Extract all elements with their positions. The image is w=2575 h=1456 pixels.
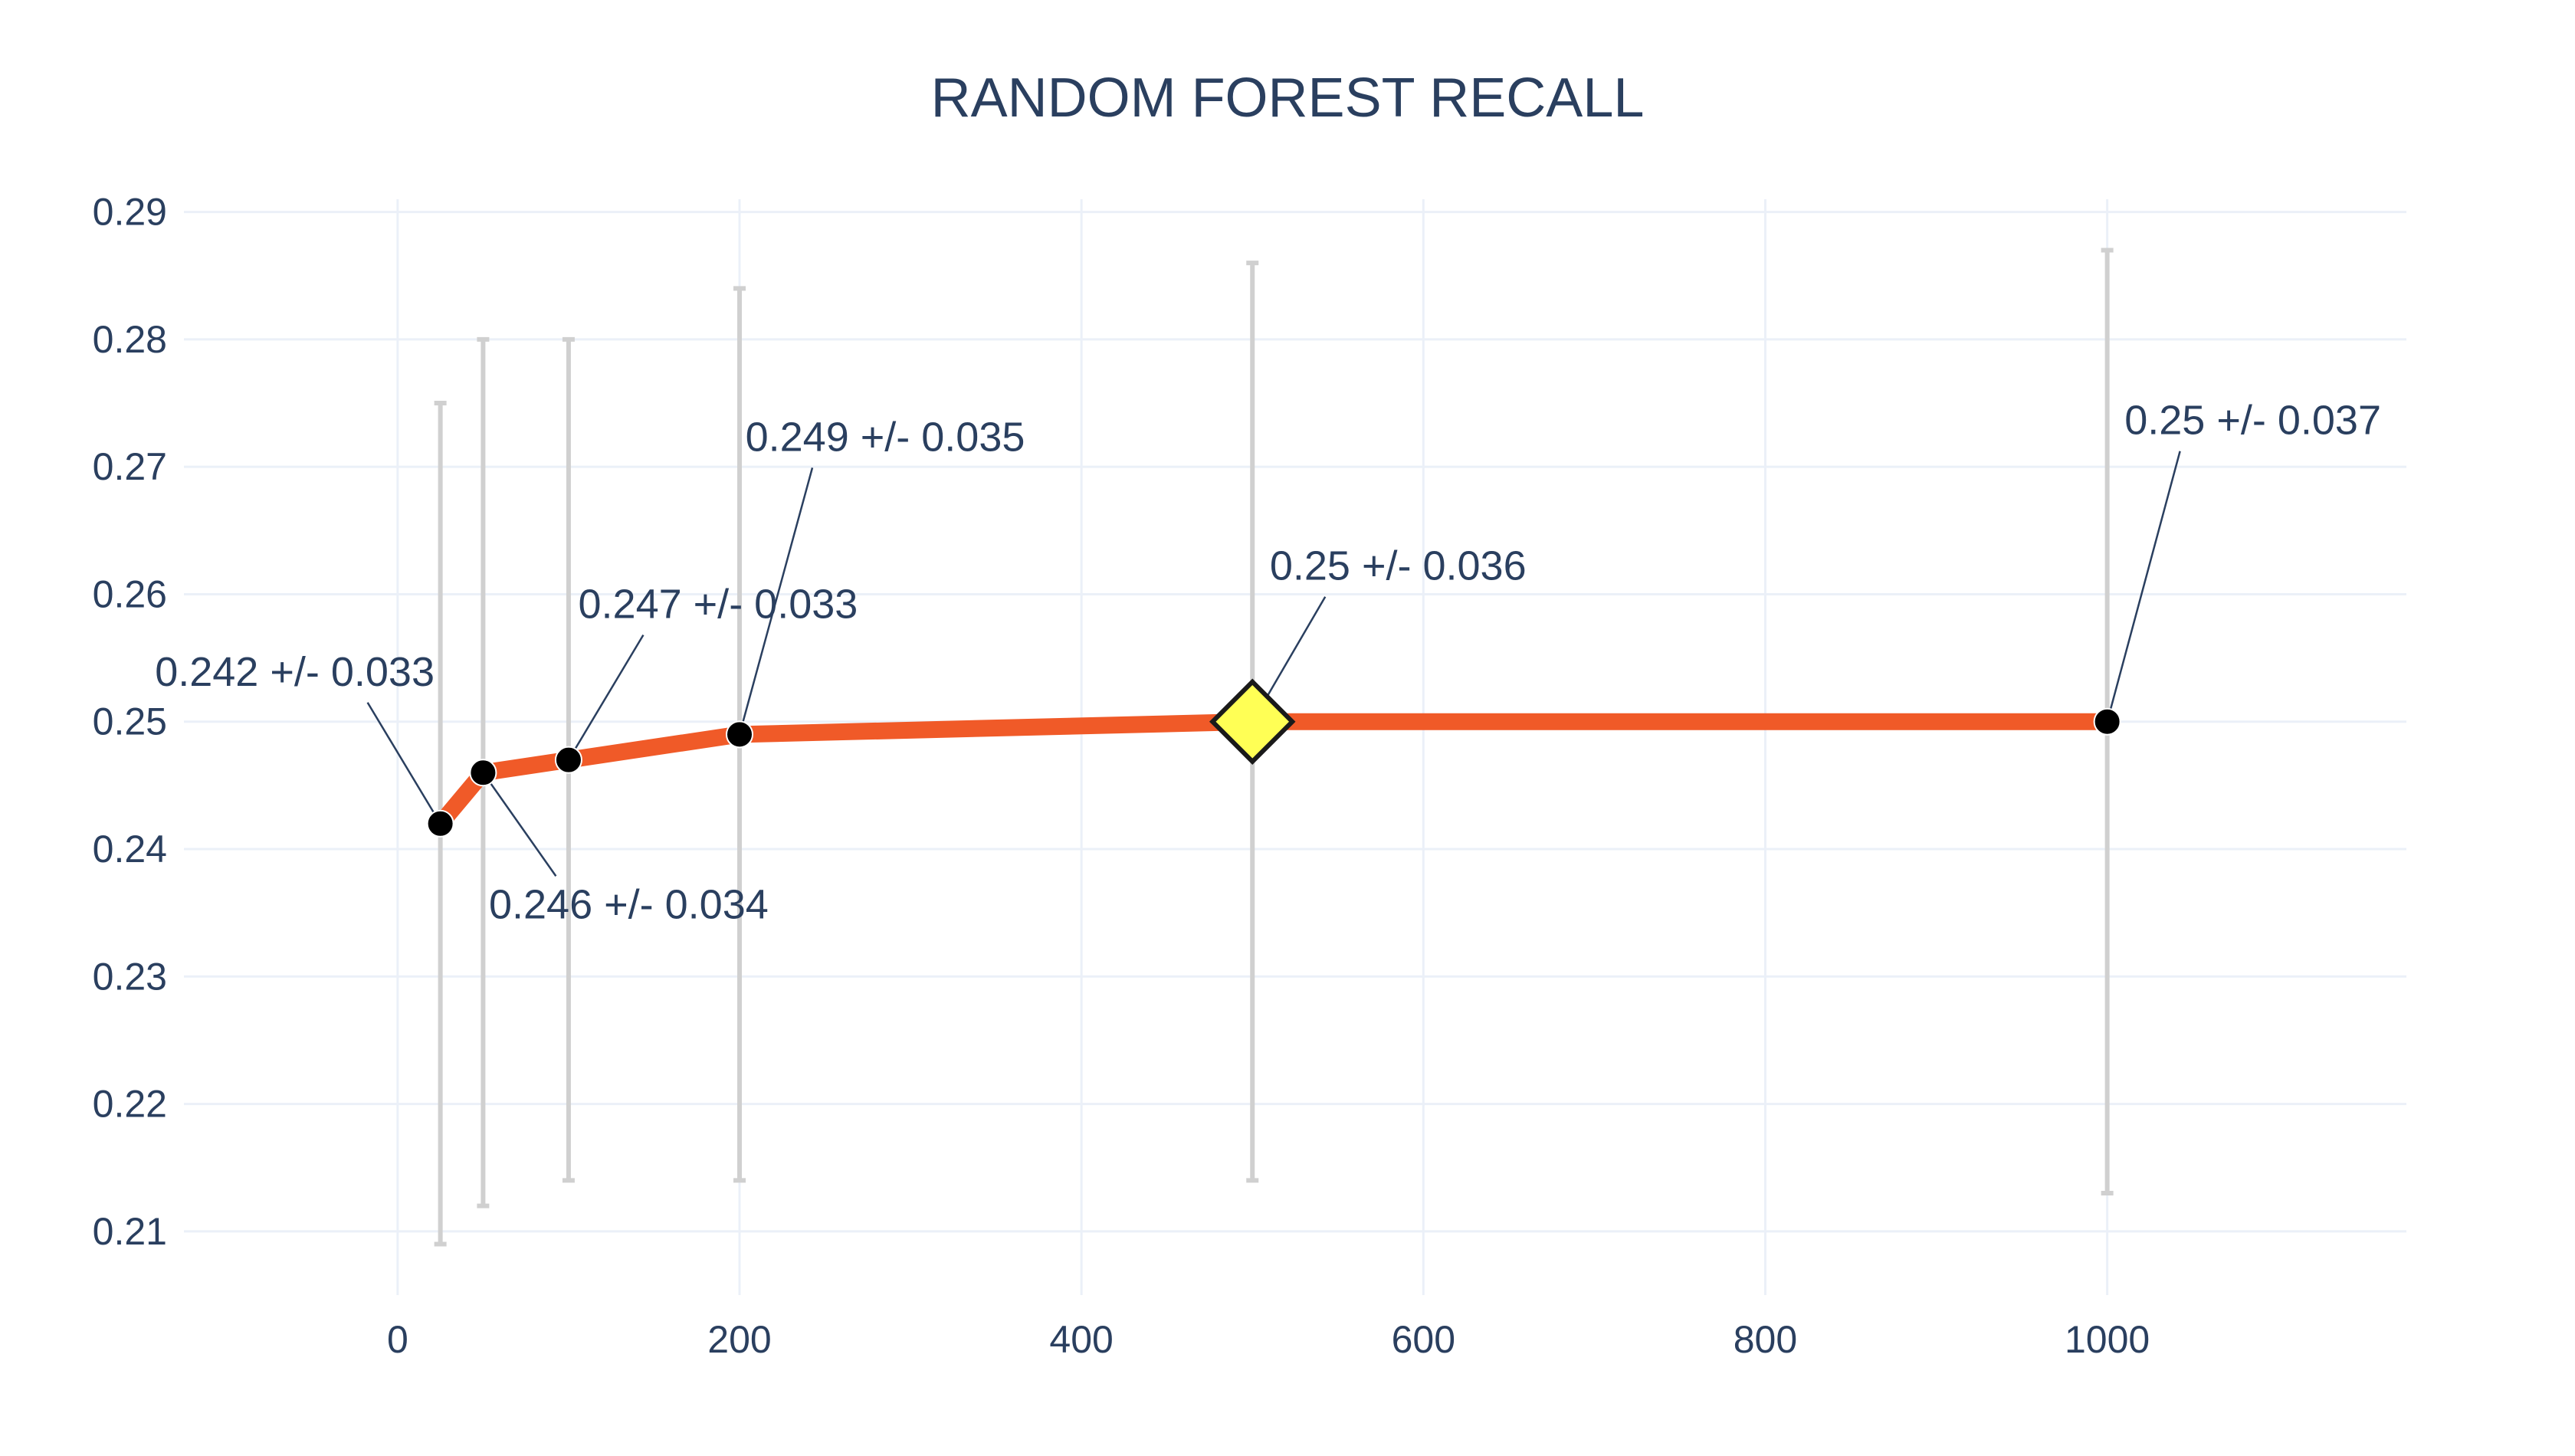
annotation-arrows [366, 451, 2181, 877]
y-tick-label: 0.24 [93, 828, 167, 871]
annotation-label: 0.242 +/- 0.033 [155, 649, 435, 695]
data-point-marker [726, 720, 753, 749]
y-tick-label: 0.27 [93, 445, 167, 488]
annotation-arrow [482, 772, 557, 877]
annotation-arrow [366, 702, 441, 825]
x-tick-label: 1000 [2065, 1318, 2150, 1361]
data-point-marker [469, 759, 497, 787]
annotation-arrow [2106, 451, 2181, 723]
best-point-diamond-marker [1209, 678, 1296, 765]
data-point-marker [554, 746, 582, 774]
annotation-arrow [567, 634, 645, 761]
y-tick-label: 0.23 [93, 955, 167, 998]
annotation-label: 0.247 +/- 0.033 [579, 582, 858, 628]
x-tick-label: 200 [707, 1318, 771, 1361]
x-tick-label: 800 [1734, 1318, 1797, 1361]
x-tick-label: 0 [387, 1318, 408, 1361]
axis-tick-labels: 0 200 400 600 800 1000 0.21 0.22 0.23 0.24 0.25 0.2… [93, 191, 2150, 1361]
data-point-marker [2093, 707, 2121, 736]
annotation-label: 0.25 +/- 0.036 [1270, 543, 1527, 589]
x-tick-label: 600 [1392, 1318, 1455, 1361]
annotation-arrow [738, 467, 814, 735]
y-tick-label: 0.29 [93, 191, 167, 234]
y-tick-label: 0.26 [93, 572, 167, 615]
data-point-marker [426, 809, 454, 838]
grid-lines [184, 199, 2406, 1295]
y-tick-label: 0.21 [93, 1210, 167, 1253]
y-tick-label: 0.28 [93, 318, 167, 361]
annotation-labels: 0.242 +/- 0.033 0.246 +/- 0.034 0.247 +/- … [155, 398, 2381, 928]
annotation-label: 0.246 +/- 0.034 [489, 881, 769, 927]
y-tick-label: 0.25 [93, 700, 167, 743]
annotation-label: 0.25 +/- 0.037 [2124, 398, 2381, 444]
y-tick-label: 0.22 [93, 1083, 167, 1126]
annotation-label: 0.249 +/- 0.035 [746, 414, 1025, 460]
chart-title: RANDOM FOREST RECALL [931, 67, 1645, 129]
x-tick-label: 400 [1049, 1318, 1113, 1361]
data-points [426, 678, 2121, 838]
